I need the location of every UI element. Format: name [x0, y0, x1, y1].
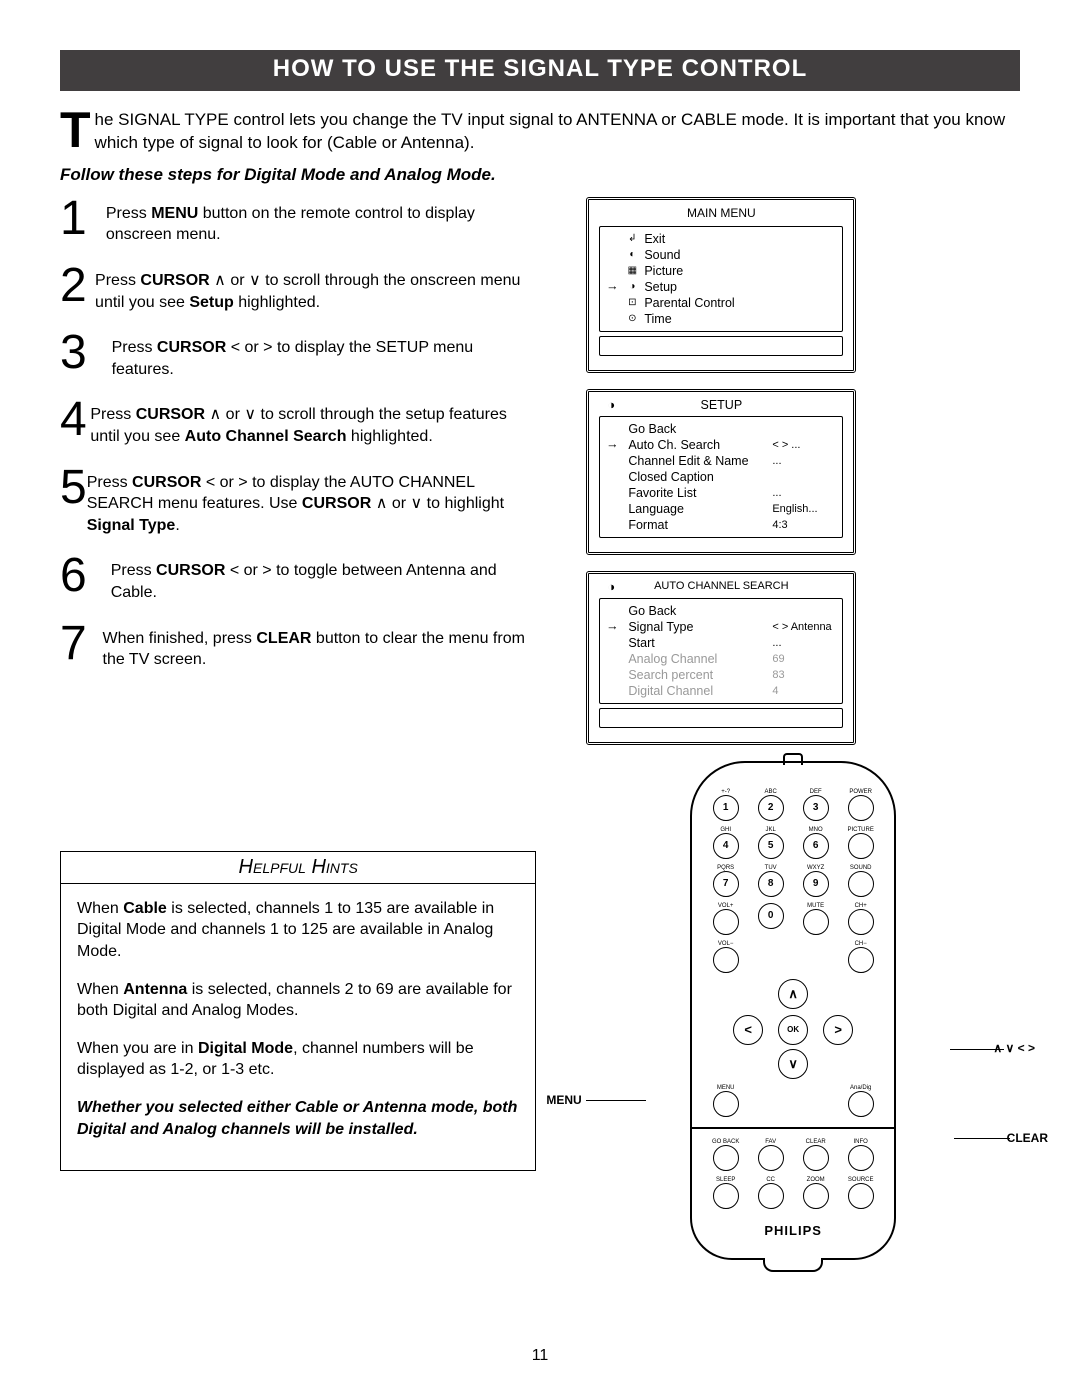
setup-menu-screenshot: ◑ SETUP Go Back→Auto Ch. Search< > ...Ch…: [586, 389, 856, 555]
step: 5Press CURSOR < or > to display the AUTO…: [60, 466, 536, 537]
nav-callout: ∧ ∨ < >: [993, 1041, 1035, 1055]
step: 4Press CURSOR ∧ or ∨ to scroll through t…: [60, 398, 536, 447]
auto-channel-search-screenshot: ◑ AUTO CHANNEL SEARCH Go Back→Signal Typ…: [586, 571, 856, 745]
step: 7When finished, press CLEAR button to cl…: [60, 622, 536, 671]
step: 6Press CURSOR < or > to toggle between A…: [60, 554, 536, 603]
cursor-right-icon: >: [823, 1015, 853, 1045]
page-title: HOW TO USE THE SIGNAL TYPE CONTROL: [60, 50, 1020, 91]
step: 2Press CURSOR ∧ or ∨ to scroll through t…: [60, 264, 536, 313]
intro-text: he SIGNAL TYPE control lets you change t…: [95, 110, 1006, 152]
instruction-line: Follow these steps for Digital Mode and …: [60, 165, 1020, 185]
cursor-left-icon: <: [733, 1015, 763, 1045]
step: 3Press CURSOR < or > to display the SETU…: [60, 331, 536, 380]
helpful-hints-box: Helpful Hints When Cable is selected, ch…: [60, 851, 536, 1171]
remote-nav-cluster: ∧ ∨ < > OK: [733, 979, 853, 1079]
brand-label: PHILIPS: [706, 1223, 880, 1238]
cursor-down-icon: ∨: [778, 1049, 808, 1079]
step: 1Press MENU button on the remote control…: [60, 197, 536, 246]
main-menu-screenshot: MAIN MENU ↲Exit◐Sound▦Picture→◑Setup⊡Par…: [586, 197, 856, 373]
step-list: 1Press MENU button on the remote control…: [60, 197, 536, 671]
remote-diagram: +-?1ABC2DEF3POWERGHI4JKL5MNO6PICTUREPQRS…: [566, 761, 1020, 1321]
intro-paragraph: T he SIGNAL TYPE control lets you change…: [60, 109, 1020, 155]
page-number: 11: [60, 1347, 1020, 1365]
cursor-up-icon: ∧: [778, 979, 808, 1009]
clear-callout: CLEAR: [1007, 1131, 1048, 1145]
ok-button: OK: [778, 1015, 808, 1045]
hints-title: Helpful Hints: [61, 852, 535, 884]
menu-callout: MENU: [546, 1093, 581, 1107]
dropcap: T: [60, 109, 95, 149]
